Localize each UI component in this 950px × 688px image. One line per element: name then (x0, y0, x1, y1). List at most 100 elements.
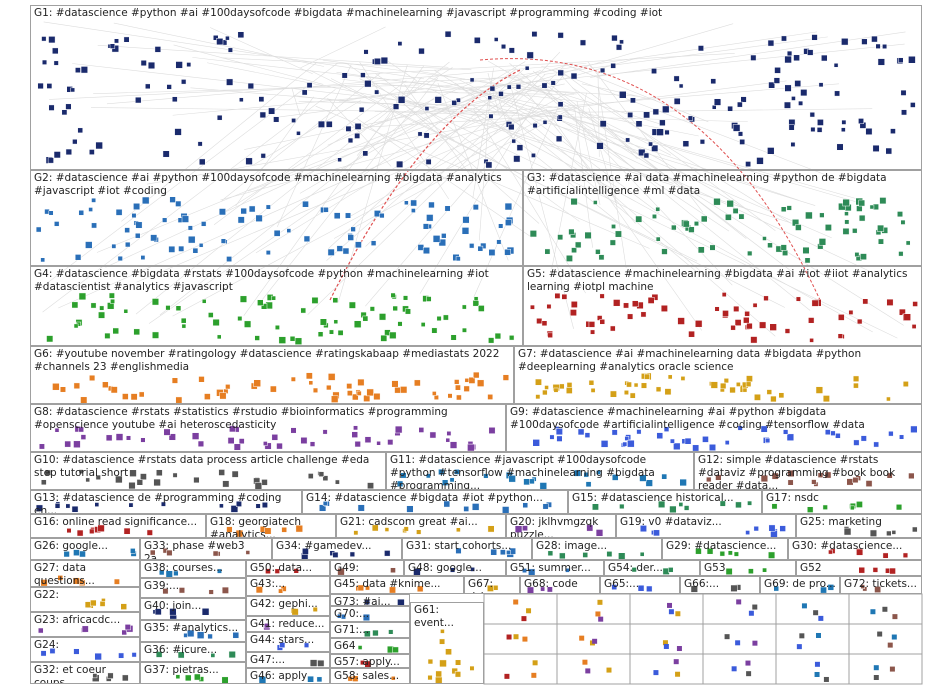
node (557, 32, 564, 39)
node (841, 127, 846, 133)
node (611, 584, 618, 590)
node (461, 304, 467, 310)
node (247, 82, 254, 90)
node (713, 98, 722, 106)
node (426, 296, 432, 302)
node (384, 550, 391, 557)
node (565, 568, 570, 573)
node (432, 235, 441, 243)
node (656, 128, 664, 136)
node (337, 613, 342, 619)
node (638, 148, 646, 157)
node (258, 96, 265, 103)
node (128, 482, 136, 490)
node (877, 631, 883, 637)
node (372, 629, 379, 637)
node (155, 651, 163, 658)
node (254, 335, 260, 341)
node (263, 441, 268, 446)
node (561, 293, 568, 300)
node (504, 248, 511, 256)
node (892, 614, 898, 620)
group-label: G6: #youtube november #ratingology #data… (30, 346, 514, 404)
group-label: G61: event... (410, 602, 484, 684)
node (216, 38, 224, 46)
node (673, 97, 681, 105)
node (171, 96, 178, 103)
group-label: G33: phase #web3 2a... (140, 538, 272, 560)
node (337, 157, 342, 162)
node (443, 314, 449, 321)
node (469, 243, 475, 249)
node (347, 137, 354, 144)
edge (307, 66, 564, 315)
node (653, 670, 659, 676)
node (208, 589, 214, 595)
node (226, 256, 233, 262)
node (216, 334, 222, 340)
node (131, 652, 137, 658)
node (365, 585, 370, 591)
node (579, 39, 587, 46)
node (513, 599, 519, 605)
group-label: G1: #datascience #python #ai #100daysofc… (30, 5, 922, 170)
node (218, 469, 225, 476)
node (373, 57, 381, 65)
group-label: G49: #port... (330, 560, 404, 576)
group-box (483, 653, 558, 685)
node (569, 309, 577, 317)
node (79, 550, 86, 558)
node (655, 206, 661, 212)
node (212, 550, 219, 557)
node (663, 426, 670, 432)
node (181, 323, 187, 329)
node (332, 551, 339, 558)
node (38, 443, 45, 450)
node (682, 140, 690, 147)
node (583, 471, 589, 478)
node (905, 240, 911, 246)
node (676, 646, 682, 652)
node (871, 35, 878, 43)
node (201, 221, 207, 227)
node (216, 568, 222, 574)
node (729, 386, 736, 394)
group-label: G43:... (246, 576, 330, 596)
edge (460, 86, 799, 201)
group-box (483, 623, 558, 655)
group-label: G46: apply 15... (246, 668, 330, 684)
node (380, 56, 389, 65)
node (571, 247, 577, 254)
node (364, 599, 370, 605)
node (73, 382, 81, 390)
node (553, 387, 559, 393)
node (810, 126, 816, 132)
node (795, 224, 802, 231)
node (784, 328, 791, 334)
node (550, 80, 556, 86)
node (767, 147, 775, 155)
node (678, 502, 684, 507)
node (556, 435, 563, 442)
group-label: G4: #datascience #bigdata #rstats #100da… (30, 266, 523, 346)
node (888, 430, 894, 437)
node (422, 247, 430, 255)
edge (322, 59, 577, 95)
group-label: G24: (30, 637, 140, 662)
node (756, 157, 764, 165)
node (374, 89, 380, 95)
node (184, 674, 192, 682)
node (804, 257, 811, 264)
node (725, 568, 733, 575)
node (454, 671, 462, 678)
group-box (702, 653, 777, 685)
edge (276, 64, 352, 228)
node (827, 584, 835, 591)
node (49, 648, 56, 654)
node (219, 392, 227, 400)
node (136, 479, 143, 486)
edge (41, 62, 338, 288)
node (436, 316, 442, 322)
node (180, 317, 187, 324)
node (724, 440, 730, 445)
